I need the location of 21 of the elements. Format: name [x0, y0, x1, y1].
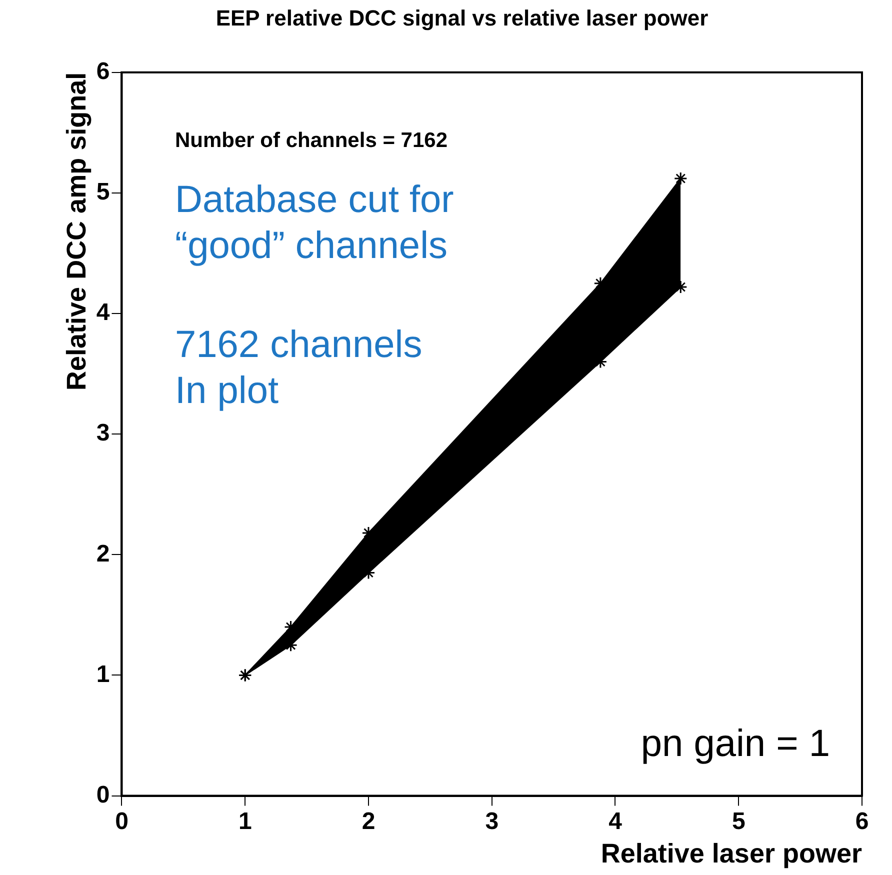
- annotation: Number of channels = 7162: [175, 128, 449, 154]
- x-axis-title: Relative laser power: [600, 838, 862, 868]
- y-axis-title: Relative DCC amp signal: [62, 72, 92, 390]
- x-tick-label: 2: [362, 808, 376, 835]
- y-tick-label: 3: [96, 420, 110, 447]
- y-tick-label: 2: [96, 540, 110, 568]
- x-tick-label: 3: [485, 808, 499, 835]
- x-tick-label: 5: [732, 808, 746, 835]
- chart-title: EEP relative DCC signal vs relative laser power: [216, 5, 709, 30]
- y-tick-label: 5: [96, 178, 110, 206]
- x-tick-label: 4: [608, 808, 623, 835]
- y-tick-label: 6: [96, 58, 110, 86]
- x-tick-label: 1: [238, 808, 252, 835]
- y-tick-label: 0: [96, 781, 110, 808]
- y-tick-label: 1: [96, 660, 110, 688]
- x-tick-label: 6: [855, 808, 869, 835]
- annotation: Database cut for “good” channels: [175, 178, 455, 269]
- annotation: pn gain = 1: [640, 722, 830, 767]
- annotation: 7162 channels In plot: [175, 323, 424, 414]
- x-tick-label: 0: [115, 808, 128, 835]
- y-tick-label: 4: [96, 299, 110, 326]
